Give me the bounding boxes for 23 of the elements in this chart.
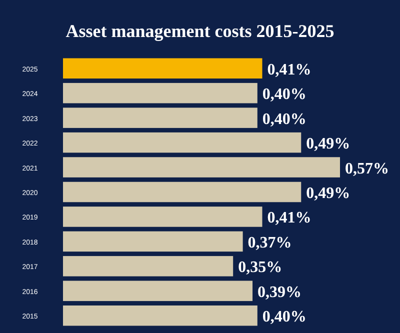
bar [63, 182, 302, 202]
data-label: 0,41% [267, 210, 312, 227]
data-label: 0,40% [262, 110, 306, 128]
bar [63, 206, 262, 227]
bar [63, 256, 234, 276]
bar [63, 231, 243, 252]
data-label: 0,49% [306, 136, 350, 153]
data-label: 0,49% [306, 185, 350, 202]
bar [63, 58, 262, 79]
data-label: 0,37% [248, 234, 292, 252]
bar [63, 108, 258, 128]
data-label: 0,57% [345, 160, 389, 178]
data-label: 0,41% [267, 61, 312, 78]
bar [63, 82, 258, 104]
data-label: 0,40% [262, 308, 306, 326]
bar [63, 280, 253, 302]
data-label: 0,39% [258, 284, 302, 301]
bar [63, 305, 258, 326]
data-label: 0,35% [238, 259, 282, 276]
data-label: 0,40% [262, 86, 306, 104]
bar [63, 132, 302, 153]
bar [63, 157, 340, 178]
chart-title: Asset management costs 2015-2025 [66, 21, 334, 41]
